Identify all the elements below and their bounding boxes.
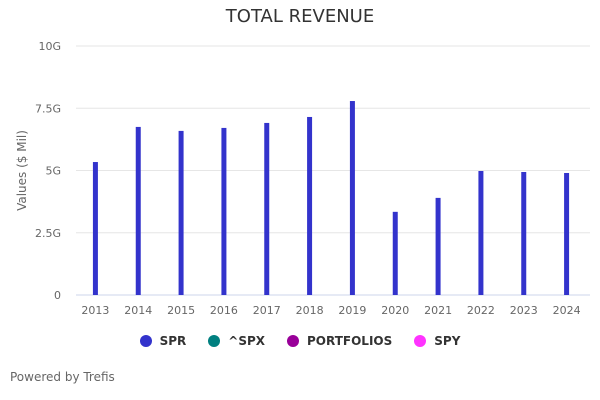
- chart-plot: 0 2.5G 5G 7.5G 10G Values ($ Mil) 2013 2014 2015…: [15, 40, 590, 317]
- bar-2013: [92, 162, 98, 295]
- legend-label: ^SPX: [228, 334, 266, 348]
- x-tick-label: 2020: [381, 304, 409, 317]
- x-tick-label: 2021: [424, 304, 452, 317]
- legend-dot-icon: [414, 335, 427, 347]
- legend-label: SPR: [159, 334, 187, 348]
- legend-dot-icon: [139, 335, 152, 347]
- bar-2014: [135, 126, 141, 295]
- legend: SPR ^SPX PORTFOLIOS SPY: [0, 334, 600, 348]
- x-tick-label: 2015: [167, 304, 195, 317]
- legend-label: PORTFOLIOS: [307, 334, 393, 348]
- x-tick-label: 2022: [467, 304, 495, 317]
- x-tick-label: 2017: [253, 304, 281, 317]
- bar-2024: [564, 172, 570, 295]
- legend-item-spy[interactable]: SPY: [414, 334, 460, 348]
- bar-2022: [478, 170, 484, 295]
- bar-2020: [392, 211, 398, 295]
- bar-2015: [178, 130, 184, 295]
- bar-2017: [264, 122, 270, 295]
- bar-2018: [307, 116, 313, 295]
- bar-2019: [349, 101, 355, 296]
- x-tick-label: 2018: [296, 304, 324, 317]
- bar-2016: [221, 127, 227, 296]
- x-tick-label: 2014: [124, 304, 152, 317]
- chart-title: TOTAL REVENUE: [225, 6, 375, 27]
- bar-2021: [435, 197, 441, 295]
- legend-item-spx[interactable]: ^SPX: [208, 334, 265, 348]
- x-tick-label: 2019: [338, 304, 366, 317]
- legend-item-spr[interactable]: SPR: [139, 334, 187, 348]
- y-tick-label: 0: [54, 289, 61, 302]
- x-tick-label: 2024: [553, 304, 581, 317]
- x-tick-label: 2013: [81, 304, 109, 317]
- y-tick-label: 7.5G: [35, 102, 61, 115]
- y-tick-label: 5G: [45, 165, 61, 178]
- x-tick-label: 2016: [210, 304, 238, 317]
- x-tick-label: 2023: [510, 304, 538, 317]
- powered-by-text: Powered by Trefis: [10, 370, 115, 384]
- y-tick-label: 2.5G: [35, 227, 61, 240]
- y-tick-label: 10G: [38, 40, 61, 53]
- legend-dot-icon: [287, 335, 300, 347]
- legend-dot-icon: [208, 335, 221, 347]
- bar-2023: [521, 171, 527, 295]
- legend-label: SPY: [434, 334, 461, 348]
- legend-item-portfolios[interactable]: PORTFOLIOS: [287, 334, 392, 348]
- y-axis-title: Values ($ Mil): [15, 130, 29, 211]
